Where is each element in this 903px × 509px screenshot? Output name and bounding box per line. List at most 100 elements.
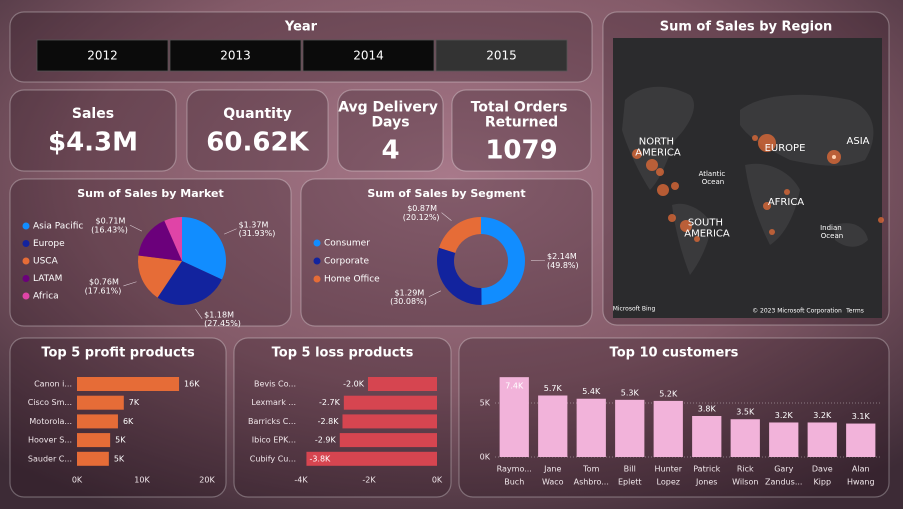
chart-title: Top 5 profit products <box>41 346 195 361</box>
year-button-label[interactable]: 2014 <box>353 49 384 63</box>
x-tick-label: Hunter <box>654 465 682 474</box>
data-label: $1.37M (31.93%) <box>239 220 276 238</box>
year-button[interactable] <box>36 39 169 72</box>
data-label: $0.87M (20.12%) <box>403 204 440 222</box>
bubble <box>680 220 692 232</box>
map-label: Indian Ocean <box>820 224 844 240</box>
data-label: 16K <box>184 380 200 389</box>
card-panel <box>186 89 329 172</box>
data-label: 7K <box>129 398 140 407</box>
legend-label: Africa <box>33 292 59 302</box>
y-tick-label: Hoover S... <box>28 436 72 445</box>
year-button-label[interactable]: 2015 <box>486 49 517 63</box>
bubble <box>657 184 669 196</box>
land <box>672 203 712 275</box>
legend-swatch <box>22 292 30 300</box>
x-tick-label: 0K <box>432 476 443 485</box>
card-panel <box>9 89 177 172</box>
bar <box>77 395 124 410</box>
text-line: (27.45%) <box>204 319 241 328</box>
text-line: (30.08%) <box>390 297 427 306</box>
land <box>745 163 800 245</box>
bar <box>576 398 606 457</box>
data-label: 5K <box>115 436 126 445</box>
bar <box>538 395 568 457</box>
map <box>613 38 884 318</box>
donut-slice <box>481 217 525 305</box>
text-line: $0.76M <box>89 277 121 286</box>
text-line: Ocean <box>821 232 843 240</box>
card-panel <box>337 89 444 172</box>
chart-title: Top 10 customers <box>610 346 739 361</box>
bubble <box>694 236 700 242</box>
data-label: -2.8K <box>318 417 340 426</box>
data-label: 3.5K <box>736 408 755 417</box>
bubble <box>769 229 775 235</box>
legend-label: Home Office <box>324 275 380 285</box>
card-value: 60.62K <box>206 128 309 158</box>
x-tick-label: Jones <box>695 478 717 487</box>
y-tick-label: 5K <box>480 399 491 408</box>
y-tick-label: Cisco Sm... <box>28 398 72 407</box>
y-tick-label: Ibico EPK... <box>252 436 296 445</box>
text-line: AMERICA <box>684 229 730 240</box>
map-label: © 2023 Microsoft Corporation <box>752 308 842 315</box>
leader-line <box>195 308 203 319</box>
year-button[interactable] <box>302 39 435 72</box>
text-line: Days <box>371 115 409 131</box>
year-button[interactable] <box>169 39 302 72</box>
bubble <box>763 202 771 210</box>
bar <box>367 377 437 391</box>
legend-label: Europe <box>33 239 65 249</box>
x-tick-label: -2K <box>362 476 376 485</box>
bubble <box>656 168 664 176</box>
data-label: -3.8K <box>309 454 331 463</box>
text-line: $2.14M <box>547 252 579 261</box>
bar <box>342 414 437 429</box>
card-value: $4.3M <box>48 128 138 158</box>
text-line: NORTH <box>639 137 677 148</box>
text-line: Indian <box>820 224 844 232</box>
data-label: 5.3K <box>621 388 640 397</box>
data-label: 3.1K <box>852 412 871 421</box>
y-tick-label: Bevis Co... <box>254 380 296 389</box>
bar <box>692 416 722 457</box>
bar <box>343 395 437 410</box>
card-title: Avg Delivery Days <box>338 99 443 130</box>
text-line: Avg Delivery <box>338 99 443 115</box>
x-tick-label: Rick <box>737 465 754 474</box>
x-tick-label: Wilson <box>732 478 758 487</box>
chart-title: Sum of Sales by Segment <box>367 187 525 200</box>
year-button-label[interactable]: 2013 <box>220 49 251 63</box>
x-tick-label: Lopez <box>657 478 680 487</box>
text-line: (16.43%) <box>91 225 128 234</box>
leader-line <box>224 228 237 235</box>
map-label: NORTH AMERICA <box>635 137 681 159</box>
bar <box>77 451 109 466</box>
data-label: $0.71M (16.43%) <box>91 216 128 234</box>
data-label: 5.7K <box>544 384 563 393</box>
donut-slice <box>439 217 481 253</box>
year-button-label[interactable]: 2012 <box>87 49 118 63</box>
x-tick-label: Jane <box>543 465 561 474</box>
year-button[interactable] <box>435 39 568 72</box>
map-label: Microsoft Bing <box>613 306 656 313</box>
legend-swatch <box>22 240 30 247</box>
bubble <box>646 159 658 171</box>
text-line: $1.18M <box>204 310 236 319</box>
bar <box>339 433 437 448</box>
x-tick-label: Zandus... <box>765 478 802 487</box>
map-bubbles <box>632 134 884 242</box>
data-label: -2.9K <box>315 436 337 445</box>
map-label: EUROPE <box>765 143 806 154</box>
data-label: -2.7K <box>319 398 341 407</box>
bubble-center <box>832 155 836 159</box>
land <box>622 86 695 190</box>
text-line: $0.87M <box>407 204 439 213</box>
land <box>835 223 868 247</box>
x-tick-label: Kipp <box>813 478 831 487</box>
bubble <box>671 182 679 190</box>
bar <box>846 423 876 457</box>
y-tick-label: Cubify Cu... <box>250 454 296 463</box>
text-line: $0.71M <box>96 216 128 225</box>
